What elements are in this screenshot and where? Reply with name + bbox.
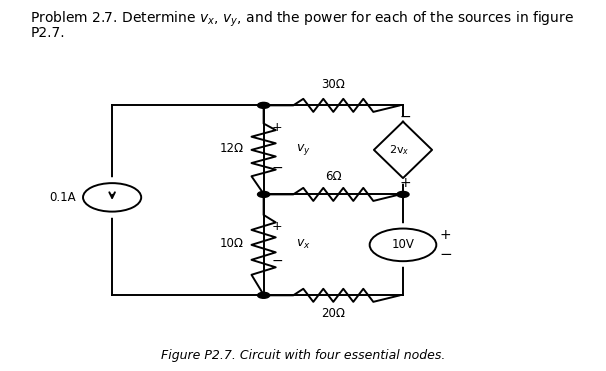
Text: Problem 2.7. Determine $v_x$, $v_y$, and the power for each of the sources in fi: Problem 2.7. Determine $v_x$, $v_y$, and… xyxy=(30,9,574,29)
Text: P2.7.: P2.7. xyxy=(30,26,65,40)
Text: 12Ω: 12Ω xyxy=(219,142,244,155)
Text: 0.1A: 0.1A xyxy=(49,191,76,204)
Text: −: − xyxy=(271,161,283,175)
Text: +: + xyxy=(399,177,411,190)
Text: +: + xyxy=(271,220,282,233)
Text: 6Ω: 6Ω xyxy=(325,170,342,183)
Text: +: + xyxy=(439,228,451,242)
Text: 2v$_x$: 2v$_x$ xyxy=(389,143,410,157)
Text: −: − xyxy=(271,254,283,268)
Text: +: + xyxy=(271,121,282,134)
Text: 30Ω: 30Ω xyxy=(321,78,345,91)
Circle shape xyxy=(397,191,409,197)
Circle shape xyxy=(258,191,270,197)
Text: Figure P2.7. Circuit with four essential nodes.: Figure P2.7. Circuit with four essential… xyxy=(161,349,445,362)
Text: 20Ω: 20Ω xyxy=(321,307,345,320)
Text: −: − xyxy=(439,247,452,262)
Circle shape xyxy=(258,102,270,108)
Text: 10V: 10V xyxy=(391,238,415,252)
Text: 10Ω: 10Ω xyxy=(219,237,244,250)
Text: $v_y$: $v_y$ xyxy=(296,142,310,157)
Text: $v_x$: $v_x$ xyxy=(296,238,310,252)
Circle shape xyxy=(258,292,270,298)
Text: −: − xyxy=(399,109,411,123)
